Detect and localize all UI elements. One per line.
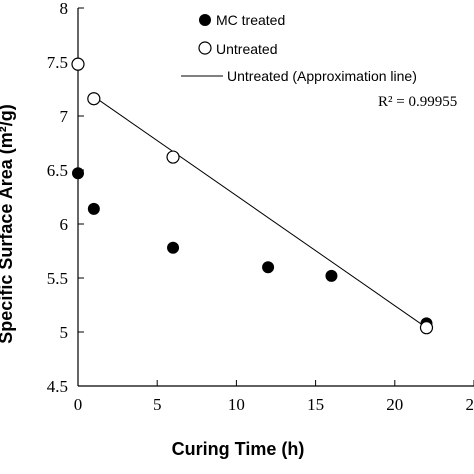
untreated-point — [71, 57, 85, 71]
untreated-point — [166, 150, 180, 164]
x-tick-label: 0 — [74, 395, 83, 414]
legend: MC treated Untreated Untreated (Approxim… — [172, 4, 458, 90]
x-tick-label: 15 — [307, 395, 324, 414]
r-squared-annotation: R² = 0.99955 — [378, 94, 457, 110]
mc-treated-point — [167, 241, 180, 254]
legend-label-untreated: Untreated — [216, 41, 277, 57]
y-tick-label: 8 — [60, 0, 69, 18]
x-axis-title: Curing Time (h) — [172, 439, 305, 459]
approximation-line-layer — [93, 96, 427, 329]
untreated-approximation-line — [93, 96, 427, 329]
y-tick-label: 5 — [60, 323, 69, 342]
legend-marker-untreated — [198, 41, 212, 55]
legend-label-mc-treated: MC treated — [216, 12, 285, 28]
mc-treated-point — [87, 202, 100, 215]
x-tick-label: 10 — [228, 395, 245, 414]
untreated-point — [87, 92, 101, 106]
untreated-point — [419, 321, 434, 335]
mc-treated-point — [325, 269, 338, 282]
y-tick-label: 4.5 — [47, 377, 68, 396]
x-tick-label: 20 — [386, 395, 403, 414]
y-tick-label: 7 — [60, 107, 69, 126]
x-tick-label: 5 — [153, 395, 162, 414]
mc-treated-point — [262, 261, 275, 274]
axes: 4.5 5 5.5 6 6.5 7 7.5 8 0 5 10 15 20 25 — [47, 0, 474, 414]
mc-treated-point — [72, 167, 84, 180]
y-tick-label: 6 — [60, 215, 69, 234]
y-tick-label: 6.5 — [47, 161, 68, 180]
y-tick-label: 7.5 — [47, 53, 68, 72]
legend-marker-mc-treated — [199, 14, 211, 26]
x-tick-label: 25 — [466, 395, 474, 414]
y-tick-label: 5.5 — [47, 269, 68, 288]
points-layer — [71, 57, 434, 335]
y-axis-title: Specific Surface Area (m²/g) — [0, 104, 16, 343]
legend-label-approximation-line: Untreated (Approximation line) — [227, 68, 417, 84]
